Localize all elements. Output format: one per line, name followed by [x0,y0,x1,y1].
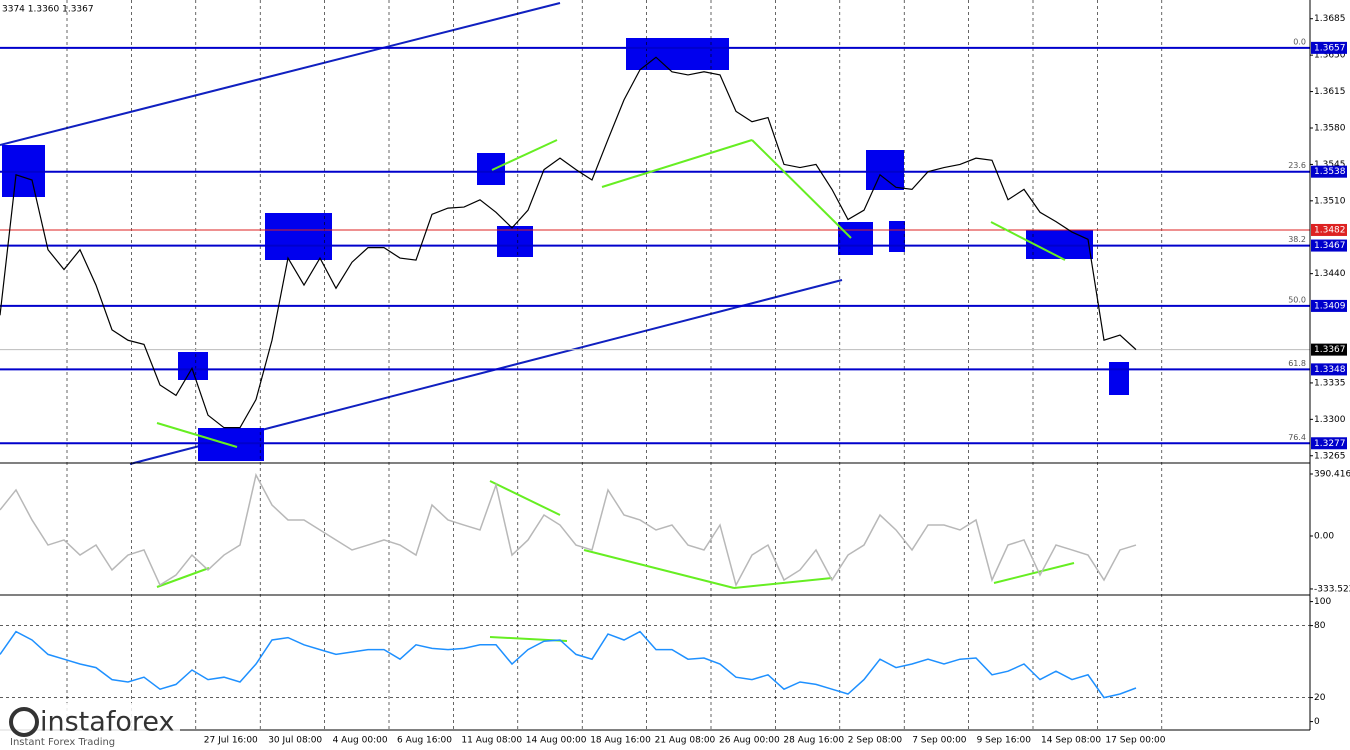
logo-name: instaforex [40,707,174,738]
y-tick-label: 100 [1314,597,1331,607]
x-tick-label: 6 Aug 16:00 [397,736,452,746]
y-tick-label: 1.3300 [1314,415,1346,425]
zone [497,226,533,257]
level-label: 1.3409 [1314,301,1346,311]
x-tick-label: 2 Sep 08:00 [848,736,903,746]
x-tick-label: 9 Sep 16:00 [977,736,1032,746]
y-tick-label: 1.3265 [1314,451,1346,461]
x-tick-label: 14 Aug 00:00 [526,736,587,746]
level-label: 1.3657 [1314,43,1346,53]
fib-label: 76.4 [1288,433,1306,442]
fib-label: 50.0 [1288,295,1306,304]
y-tick-label: 1.3545 [1314,160,1346,170]
fib-label: 0.0 [1293,37,1306,46]
series-line [0,56,1137,429]
y-tick-label: 0 [1314,717,1320,727]
x-tick-label: 11 Aug 08:00 [461,736,522,746]
divergence-line [489,480,561,516]
level-box [1311,363,1347,376]
x-tick-label: 28 Aug 16:00 [783,736,844,746]
level-label: 1.3467 [1314,241,1346,251]
x-tick-label: 7 Sep 00:00 [912,736,967,746]
zone [889,221,905,252]
marker-label: 1.3482 [1314,225,1346,235]
y-tick-label: 1.3615 [1314,87,1346,97]
x-tick-label: 30 Jul 08:00 [268,736,322,746]
background [0,0,1310,730]
y-tick-label: 1.3580 [1314,123,1346,133]
y-tick-label: 390.4163 [1314,469,1350,479]
divergence-line [601,139,753,188]
divergence-line [583,549,735,589]
level-box [1311,165,1347,178]
y-tick-label: 1.3440 [1314,269,1346,279]
y-tick-label: 20 [1314,693,1326,703]
y-tick-label: -333.522 [1314,584,1350,594]
marker-box [1311,223,1347,236]
divergence-line [156,422,238,448]
logo-icon [9,707,39,737]
divergence-line [491,139,558,171]
divergence-line [156,567,210,588]
divergence-line [751,139,852,239]
x-tick-label: 17 Sep 00:00 [1105,736,1165,746]
level-label: 1.3277 [1314,439,1346,449]
level-box [1311,41,1347,54]
zone [265,213,332,260]
y-tick-label: 1.3685 [1314,14,1346,24]
level-label: 1.3348 [1314,365,1346,375]
x-tick-label: 14 Sep 08:00 [1041,736,1101,746]
y-tick-label: 1.3335 [1314,378,1346,388]
last-price-label: 1.3367 [1314,345,1346,355]
last-price-box [1311,343,1347,356]
trend-line [0,2,561,146]
fib-label: 61.8 [1288,359,1306,368]
zone [838,222,873,255]
zone [178,352,208,380]
y-tick-label: 80 [1314,621,1326,631]
divergence-line [993,562,1075,584]
chart-title: 3374 1.3360 1.3367 [2,5,94,15]
x-tick-label: 4 Aug 00:00 [333,736,388,746]
logo-tagline: Instant Forex Trading [10,737,115,748]
zones [2,38,1129,461]
zone [866,150,904,190]
zone [1026,230,1093,259]
series-line [0,472,1137,588]
y-tick-label: 0.00 [1314,531,1334,541]
fib-label: 23.6 [1288,161,1306,170]
level-label: 1.3538 [1314,167,1346,177]
level-box [1311,239,1347,252]
x-tick-label: 27 Jul 16:00 [204,736,258,746]
divergence-line [990,221,1066,261]
zone [477,153,505,185]
divergence-line [733,577,833,589]
zone [1109,362,1129,395]
x-tick-label: 26 Aug 00:00 [719,736,780,746]
y-tick-label: 1.3510 [1314,196,1346,206]
fib-label: 38.2 [1288,235,1306,244]
zone [626,38,729,70]
y-tick-label: 1.3650 [1314,51,1346,61]
x-tick-label: 21 Aug 08:00 [655,736,716,746]
series-line [0,630,1137,699]
level-box [1311,437,1347,450]
level-box [1311,299,1347,312]
x-tick-label: 18 Aug 16:00 [590,736,651,746]
